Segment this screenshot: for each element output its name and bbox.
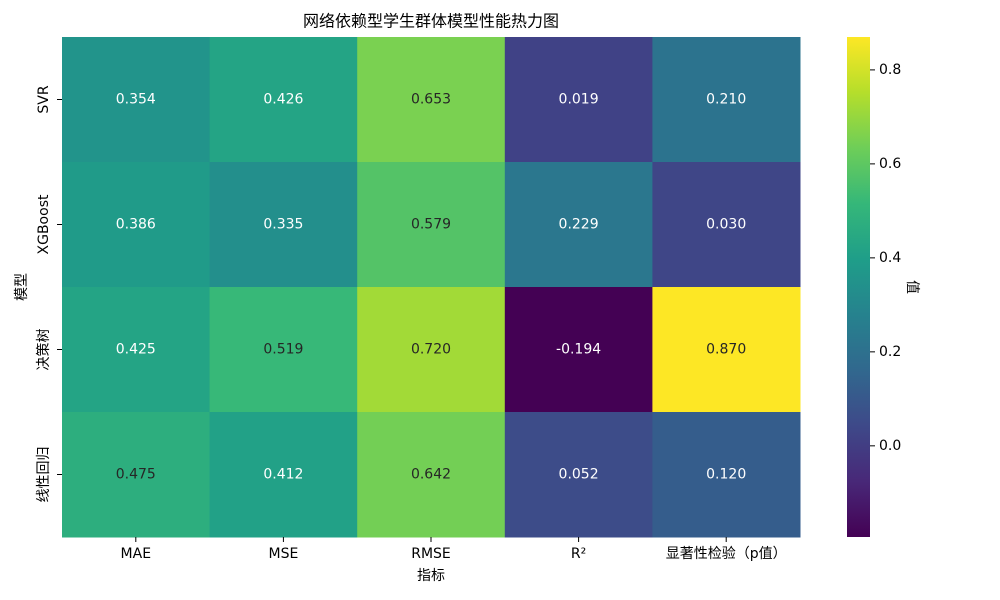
heatmap-cell: [357, 287, 506, 413]
cell-label: 0.720: [411, 342, 451, 358]
cell-label: 0.229: [559, 217, 599, 233]
cell-label: 0.425: [116, 342, 156, 358]
cell-label: 0.870: [706, 342, 746, 358]
x-tick-label: MSE: [268, 546, 298, 562]
cell-label: 0.052: [559, 467, 599, 483]
colorbar-tick-label: 0.2: [879, 344, 901, 360]
cell-label: 0.120: [706, 467, 746, 483]
y-tick-label: 线性回归: [35, 447, 52, 503]
y-tick-label: XGBoost: [36, 194, 52, 254]
x-tick-label: RMSE: [411, 546, 451, 562]
heatmap-cell: [209, 37, 358, 163]
cell-label: 0.210: [706, 92, 746, 108]
y-tick-label: 决策树: [35, 329, 52, 371]
heatmap-cell: [504, 412, 653, 538]
y-axis-label: 模型: [14, 273, 30, 301]
heatmap-cell: [504, 162, 653, 288]
cell-label: -0.194: [556, 342, 601, 358]
cell-label: 0.412: [263, 467, 303, 483]
cell-label: 0.335: [263, 217, 303, 233]
heatmap-cell: [652, 37, 801, 163]
colorbar-tick-label: 0.0: [879, 438, 901, 454]
cell-label: 0.019: [559, 92, 599, 108]
heatmap-cell: [504, 287, 653, 413]
cell-label: 0.642: [411, 467, 451, 483]
heatmap-cell: [62, 412, 211, 538]
cell-label: 0.354: [116, 92, 156, 108]
chart-title: 网络依赖型学生群体模型性能热力图: [303, 12, 559, 31]
heatmap-cell: [652, 162, 801, 288]
cell-label: 0.653: [411, 92, 451, 108]
heatmap-cell: [357, 37, 506, 163]
cell-label: 0.519: [263, 342, 303, 358]
colorbar-tick-label: 0.6: [879, 156, 901, 172]
colorbar-tick-label: 0.4: [879, 250, 901, 266]
cell-label: 0.386: [116, 217, 156, 233]
heatmap-cell: [62, 162, 211, 288]
x-tick-label: R²: [571, 546, 586, 562]
cell-label: 0.426: [263, 92, 303, 108]
cell-label: 0.579: [411, 217, 451, 233]
heatmap-cell: [504, 37, 653, 163]
heatmap-cell: [209, 162, 358, 288]
heatmap-cell: [209, 287, 358, 413]
heatmap-cell: [652, 287, 801, 413]
colorbar: [847, 37, 870, 537]
heatmap-cell: [357, 162, 506, 288]
heatmap-cell: [62, 37, 211, 163]
heatmap-cell: [209, 412, 358, 538]
colorbar-label: 值: [904, 280, 920, 294]
heatmap-cell: [62, 287, 211, 413]
heatmap-cell: [652, 412, 801, 538]
cell-label: 0.030: [706, 217, 746, 233]
x-axis-label: 指标: [417, 568, 445, 584]
x-tick-label: 显著性检验（p值）: [666, 546, 787, 562]
colorbar-tick-label: 0.8: [879, 62, 901, 78]
heatmap-cell: [357, 412, 506, 538]
x-tick-label: MAE: [121, 546, 152, 562]
cell-label: 0.475: [116, 467, 156, 483]
y-tick-label: SVR: [36, 85, 52, 113]
